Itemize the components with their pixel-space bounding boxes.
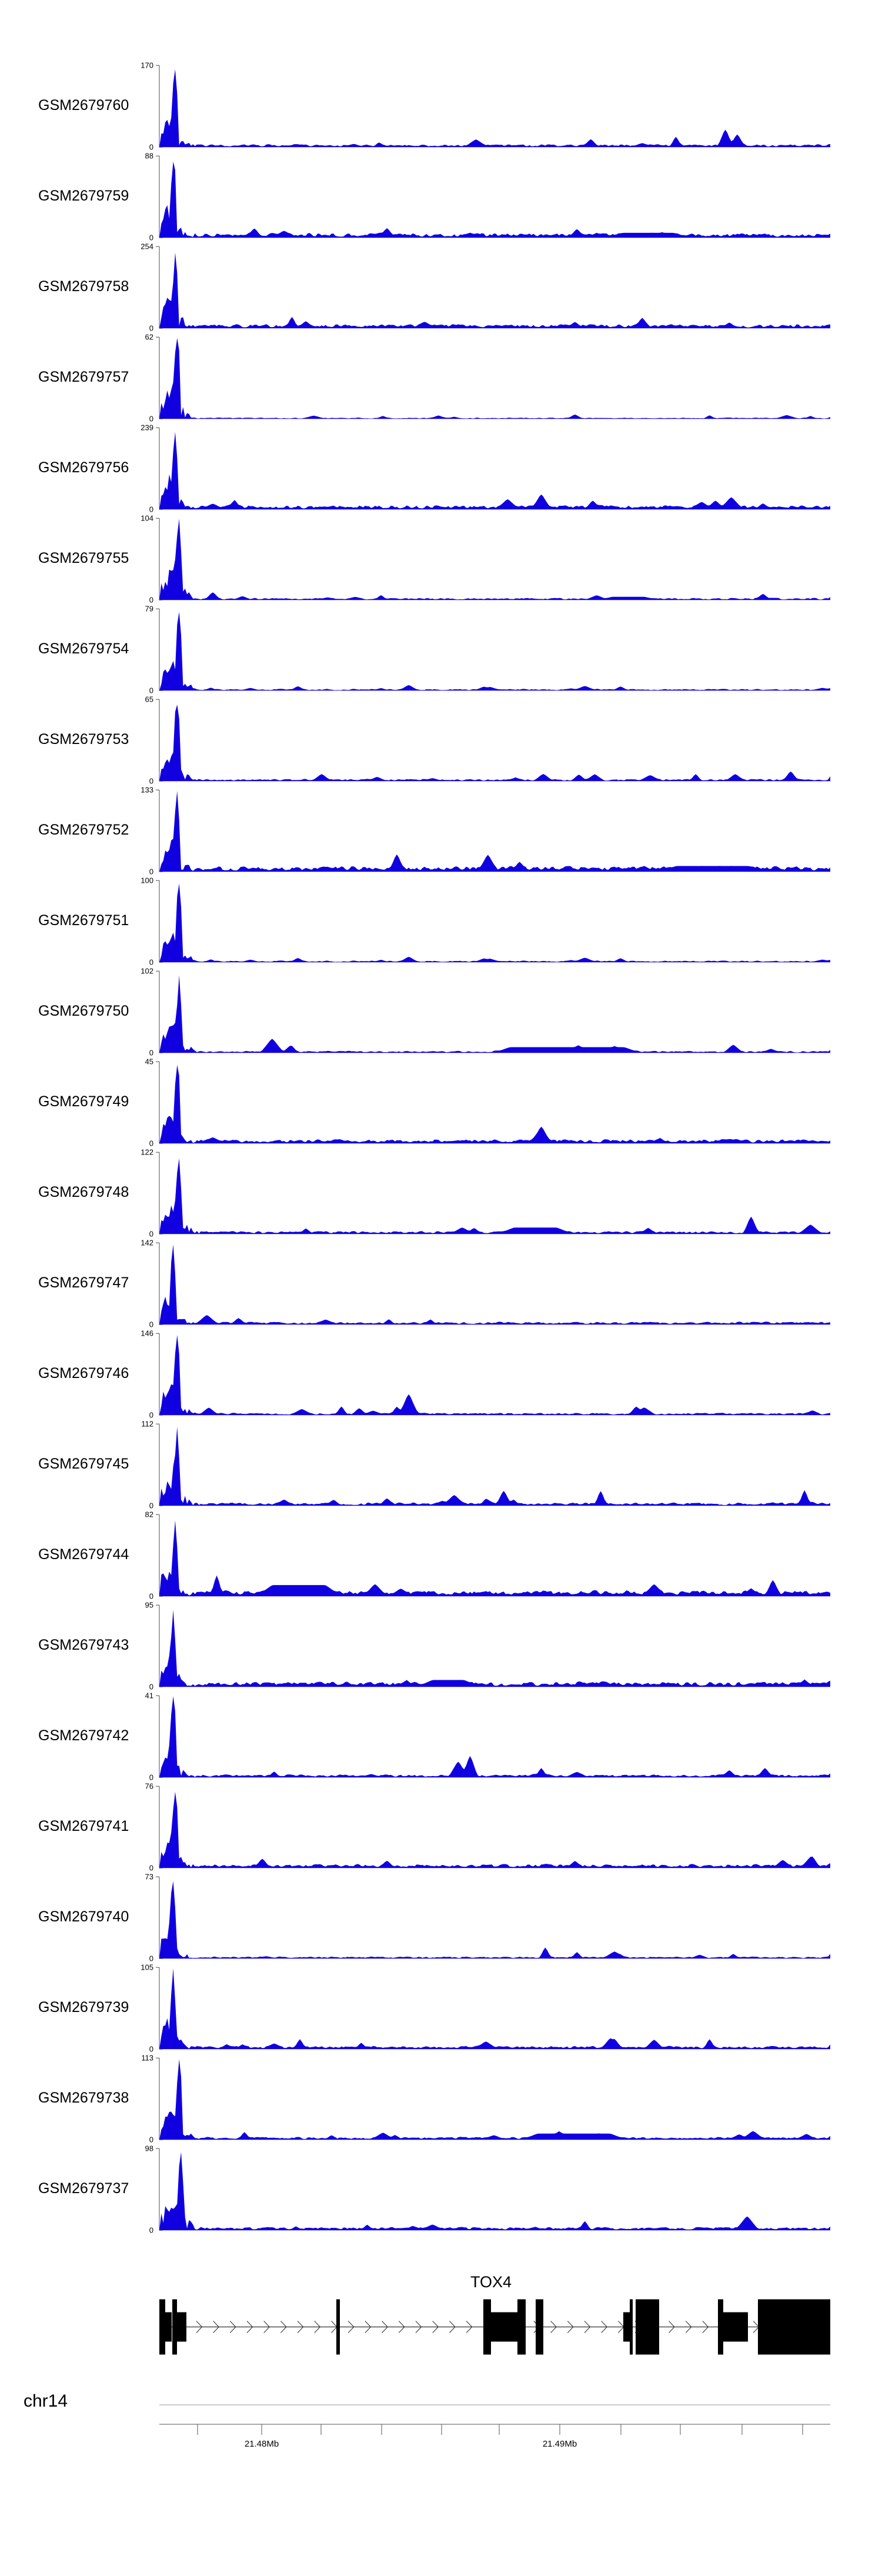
svg-text:0: 0 (149, 1683, 153, 1691)
svg-text:0: 0 (149, 2135, 153, 2144)
svg-text:82: 82 (145, 1510, 153, 1519)
svg-text:0: 0 (149, 2226, 153, 2235)
svg-text:65: 65 (145, 695, 153, 704)
svg-text:0: 0 (149, 1139, 153, 1148)
svg-text:142: 142 (141, 1239, 153, 1247)
svg-text:95: 95 (145, 1601, 153, 1610)
svg-text:239: 239 (141, 423, 153, 432)
svg-text:45: 45 (145, 1057, 153, 1066)
svg-text:0: 0 (149, 1320, 153, 1329)
svg-text:0: 0 (149, 143, 153, 152)
svg-text:113: 113 (141, 2054, 153, 2063)
svg-text:105: 105 (141, 1963, 153, 1972)
svg-text:170: 170 (141, 61, 153, 70)
svg-text:0: 0 (149, 2045, 153, 2054)
svg-text:0: 0 (149, 686, 153, 695)
svg-text:0: 0 (149, 958, 153, 967)
svg-text:0: 0 (149, 1230, 153, 1239)
svg-text:0: 0 (149, 415, 153, 423)
svg-text:21.48Mb: 21.48Mb (245, 2439, 279, 2449)
svg-text:88: 88 (145, 152, 153, 161)
svg-text:0: 0 (149, 867, 153, 876)
svg-text:79: 79 (145, 605, 153, 613)
svg-text:0: 0 (149, 1954, 153, 1963)
svg-text:122: 122 (141, 1148, 153, 1157)
svg-text:0: 0 (149, 1411, 153, 1420)
svg-text:73: 73 (145, 1873, 153, 1881)
svg-text:0: 0 (149, 505, 153, 514)
svg-text:0: 0 (149, 1501, 153, 1510)
svg-text:0: 0 (149, 324, 153, 333)
svg-text:0: 0 (149, 596, 153, 605)
svg-text:146: 146 (141, 1329, 153, 1338)
svg-text:0: 0 (149, 1049, 153, 1057)
svg-text:0: 0 (149, 777, 153, 786)
svg-text:76: 76 (145, 1782, 153, 1791)
svg-text:62: 62 (145, 333, 153, 342)
svg-text:98: 98 (145, 2144, 153, 2153)
svg-text:0: 0 (149, 1864, 153, 1873)
svg-text:102: 102 (141, 967, 153, 976)
svg-text:0: 0 (149, 1773, 153, 1782)
svg-text:112: 112 (141, 1420, 153, 1429)
svg-text:0: 0 (149, 1592, 153, 1601)
svg-text:100: 100 (141, 876, 153, 885)
svg-text:133: 133 (141, 786, 153, 795)
svg-text:21.49Mb: 21.49Mb (543, 2439, 577, 2449)
svg-text:0: 0 (149, 233, 153, 242)
svg-text:104: 104 (141, 514, 153, 523)
svg-text:41: 41 (145, 1691, 153, 1700)
svg-text:254: 254 (141, 242, 153, 251)
